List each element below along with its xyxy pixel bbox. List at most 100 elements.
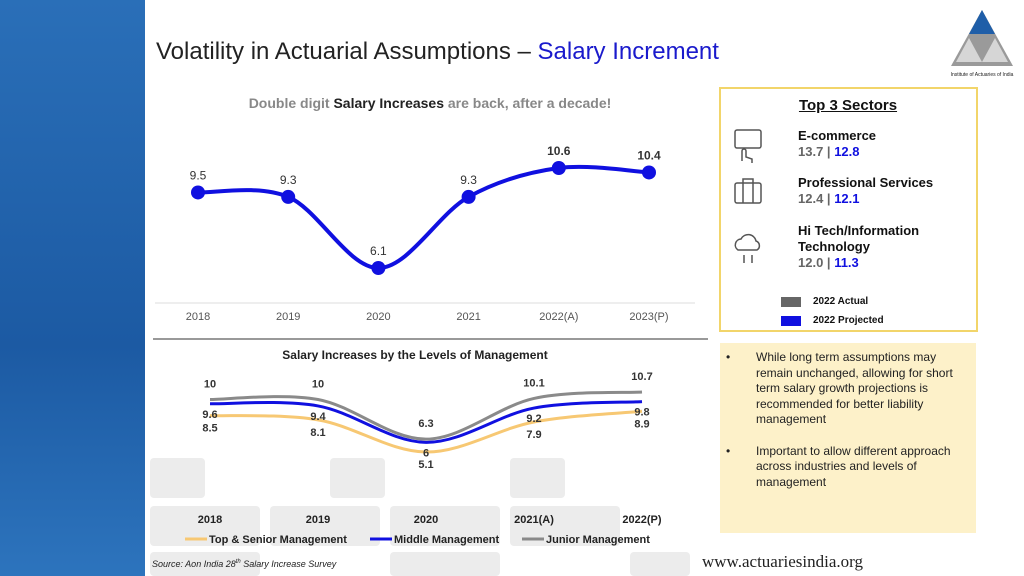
data-label: 10.1 xyxy=(523,377,544,389)
data-label: 6.3 xyxy=(418,418,433,430)
chart-title: Double digit Salary Increases are back, … xyxy=(249,95,612,111)
legend-swatch xyxy=(781,296,801,307)
source-part: th xyxy=(235,559,241,565)
x-tick-label: 2021 xyxy=(456,311,480,323)
legend-label: 2022 Actual xyxy=(813,296,869,307)
data-label: 6.1 xyxy=(370,244,387,258)
legend-label: Top & Senior Management xyxy=(209,534,347,546)
source-part: Source: Aon India 28 xyxy=(152,559,236,569)
data-label: 9.3 xyxy=(460,173,477,187)
data-label: 9.8 xyxy=(634,407,649,419)
title-part: Volatility in Actuarial Assumptions – xyxy=(156,38,531,65)
panel-title: Top 3 Sectors xyxy=(798,97,898,114)
data-label: 10.4 xyxy=(637,148,661,162)
bullet-dot: • xyxy=(726,443,731,458)
x-tick-label: 2022(A) xyxy=(539,311,578,323)
data-label: 9.4 xyxy=(310,411,326,423)
sector-item: E-commerce 13.7 | 12.8 xyxy=(798,128,973,160)
side-band xyxy=(0,0,145,576)
logo-text: Institute of Actuaries of India xyxy=(951,72,1014,78)
data-label: 10 xyxy=(312,379,324,391)
actual-value: 12.0 xyxy=(798,255,824,270)
projected-value: 12.8 xyxy=(834,144,860,159)
projected-value: 11.3 xyxy=(834,255,859,270)
x-tick-label: 2022(P) xyxy=(622,514,661,526)
chart-title: Salary Increases by the Levels of Manage… xyxy=(282,348,547,362)
legend-swatch xyxy=(781,315,801,326)
sector-list: E-commerce 13.7 | 12.8 Professional Servic… xyxy=(798,128,973,286)
actual-value: 13.7 xyxy=(798,144,824,159)
x-tick-label: 2020 xyxy=(414,514,438,526)
point xyxy=(642,165,656,180)
projected-value: 12.1 xyxy=(834,191,860,206)
data-label: 8.9 xyxy=(634,418,649,430)
separator: | xyxy=(823,144,835,159)
point xyxy=(461,189,476,204)
legend-label: 2022 Projected xyxy=(813,315,884,326)
source-part: Salary Increase Survey xyxy=(243,559,337,569)
x-tick-label: 2023(P) xyxy=(629,311,668,323)
data-label: 9.2 xyxy=(526,413,541,425)
data-label: 9.5 xyxy=(190,168,207,182)
sector-name: Hi Tech/Information Technology xyxy=(798,223,920,254)
data-label: 5.1 xyxy=(418,459,433,471)
sector-item: Hi Tech/Information Technology 12.0 | 11.… xyxy=(798,223,973,271)
data-label: 7.9 xyxy=(526,429,541,441)
data-label: 9.3 xyxy=(280,173,297,187)
sector-icons xyxy=(734,129,762,263)
website: www.actuariesindia.org xyxy=(702,552,863,571)
bullet: • While long term assumptions may remain … xyxy=(726,350,968,428)
bullet-list: • While long term assumptions may remain … xyxy=(726,350,968,506)
line xyxy=(209,409,643,454)
point xyxy=(191,185,205,200)
chart-levels: Salary Increases by the Levels of Manage… xyxy=(185,348,662,546)
bullet-dot: • xyxy=(726,350,731,364)
x-tick-label: 2019 xyxy=(306,514,330,526)
title-highlight: Salary Increment xyxy=(537,38,719,65)
data-label: 8.1 xyxy=(310,427,325,439)
title-part: are back, after a decade! xyxy=(448,95,611,111)
sector-panel xyxy=(719,87,978,332)
line xyxy=(209,400,643,444)
data-label: 10 xyxy=(204,379,216,391)
title-part: Salary Increases xyxy=(333,95,444,111)
sector-item: Professional Services 12.4 | 12.1 xyxy=(798,175,973,207)
data-label: 6 xyxy=(423,447,429,459)
title-part: Double digit xyxy=(249,95,330,111)
sector-name: Professional Services xyxy=(798,175,934,190)
data-label: 9.6 xyxy=(202,409,217,421)
point xyxy=(371,261,386,275)
x-tick-label: 2020 xyxy=(366,311,390,323)
x-tick-label: 2018 xyxy=(186,311,210,323)
bullet: • Important to allow different approach a… xyxy=(726,444,968,491)
point xyxy=(281,189,296,204)
separator: | xyxy=(823,255,835,270)
legend-label: Middle Management xyxy=(394,534,499,546)
line xyxy=(209,390,643,441)
actual-value: 12.4 xyxy=(798,191,824,206)
sector-values: 12.0 | 11.3 xyxy=(798,255,973,271)
x-tick-label: 2021(A) xyxy=(514,514,554,526)
legend-item: 2022 Actual xyxy=(781,292,884,311)
data-label: 10.7 xyxy=(631,371,652,383)
data-label: 10.6 xyxy=(547,144,571,158)
line xyxy=(197,164,650,271)
legend-label: Junior Management xyxy=(546,534,650,546)
bullet-text: Important to allow different approach ac… xyxy=(756,443,951,489)
separator: | xyxy=(823,191,835,206)
sector-legend: 2022 Actual 2022 Projected xyxy=(781,292,884,330)
x-tick-label: 2018 xyxy=(198,514,222,526)
data-label: 8.5 xyxy=(202,423,217,435)
logo: Institute of Actuaries of India xyxy=(951,10,1014,78)
point xyxy=(551,161,566,175)
source: Source: Aon India 28th Salary Increase S… xyxy=(152,559,336,569)
note-box xyxy=(720,343,976,533)
slide-title: Volatility in Actuarial Assumptions – Sa… xyxy=(156,38,719,66)
legend-item: 2022 Projected xyxy=(781,311,884,330)
x-tick-label: 2019 xyxy=(276,311,300,323)
bullet-text: While long term assumptions may remain u… xyxy=(756,350,953,426)
sector-values: 12.4 | 12.1 xyxy=(798,191,973,207)
chart-salary-trend: Double digit Salary Increases are back, … xyxy=(153,95,708,340)
decor xyxy=(150,458,690,576)
